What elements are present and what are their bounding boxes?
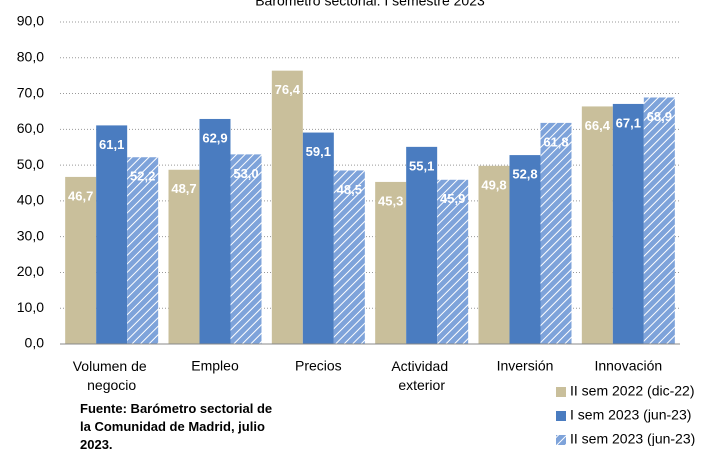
value-label: 52,8: [512, 167, 537, 182]
chart-title: Barómetro sectorial: I semestre 2023: [255, 0, 485, 9]
value-label: 49,8: [481, 177, 506, 192]
bar: [540, 122, 572, 344]
value-label: 76,4: [275, 82, 301, 97]
value-label: 67,1: [616, 115, 641, 130]
value-label: 52,2: [130, 169, 155, 184]
value-label: 61,8: [543, 134, 568, 149]
legend-label: I sem 2023 (jun-23): [570, 407, 691, 423]
bar: [478, 165, 510, 344]
bar: [127, 157, 159, 344]
legend-label: II sem 2023 (jun-23): [570, 431, 695, 446]
x-tick-label: Inversión: [497, 358, 554, 374]
x-tick-label: Precios: [295, 358, 342, 374]
value-label: 59,1: [306, 144, 331, 159]
y-tick-label: 80,0: [17, 48, 44, 64]
bar: [65, 176, 97, 344]
bar: [612, 103, 644, 344]
legend-swatch: [556, 387, 566, 397]
bar: [199, 118, 231, 344]
bar: [643, 97, 675, 344]
y-tick-label: 90,0: [17, 13, 44, 29]
y-tick-label: 70,0: [17, 84, 44, 100]
y-tick-label: 20,0: [17, 263, 44, 279]
bar: [333, 170, 365, 344]
legend-swatch: [556, 411, 566, 421]
x-tick-label: Volumen de negocio: [73, 358, 151, 393]
bar: [581, 106, 613, 345]
x-tick-label: Empleo: [191, 358, 239, 374]
bar: [168, 169, 200, 344]
value-label: 48,7: [171, 181, 196, 196]
legend-label: II sem 2022 (dic-22): [570, 383, 695, 399]
value-label: 66,4: [585, 118, 611, 133]
y-tick-label: 50,0: [17, 156, 44, 172]
value-label: 62,9: [202, 130, 227, 145]
bar: [271, 70, 303, 344]
legend-swatch: [556, 435, 566, 445]
value-label: 53,0: [233, 166, 258, 181]
value-label: 45,3: [378, 193, 403, 208]
bar: [406, 146, 438, 344]
source-note: Fuente: Barómetro sectorial de la Comuni…: [80, 401, 273, 452]
y-tick-label: 40,0: [17, 192, 44, 208]
y-tick-label: 60,0: [17, 120, 44, 136]
bar: [96, 125, 128, 344]
value-label: 68,9: [647, 109, 672, 124]
value-label: 48,5: [337, 182, 362, 197]
value-label: 61,1: [99, 137, 124, 152]
y-tick-label: 0,0: [25, 335, 45, 351]
bar: [509, 155, 541, 344]
bar: [375, 181, 407, 344]
bar: [437, 179, 469, 344]
value-label: 55,1: [409, 158, 434, 173]
value-label: 46,7: [68, 188, 93, 203]
y-tick-label: 30,0: [17, 227, 44, 243]
value-label: 45,9: [440, 191, 465, 206]
bar: [302, 132, 334, 344]
y-tick-label: 10,0: [17, 299, 44, 315]
bar: [230, 154, 262, 344]
x-tick-label: Innovación: [594, 358, 662, 374]
x-tick-label: Actividad exterior: [391, 358, 452, 393]
